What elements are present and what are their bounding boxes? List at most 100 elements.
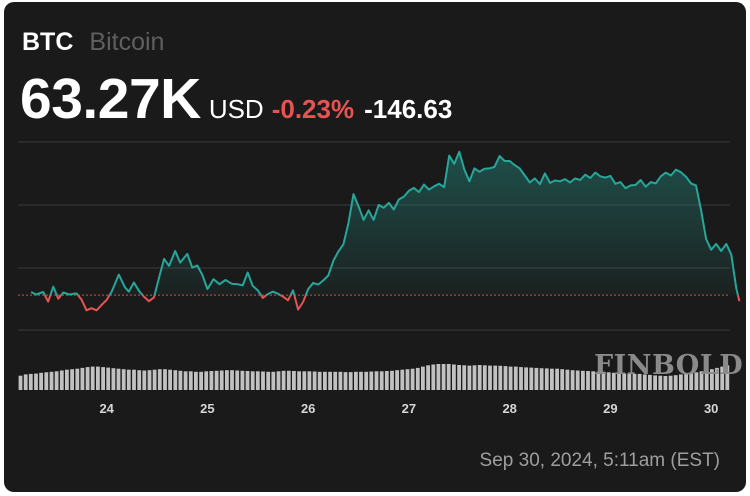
volume-bar xyxy=(214,370,219,390)
volume-bar xyxy=(575,370,580,390)
volume-bar xyxy=(101,367,105,390)
volume-bar xyxy=(338,371,343,390)
change-absolute: -146.63 xyxy=(364,94,453,124)
volume-bar xyxy=(539,368,544,390)
volume-bar xyxy=(684,373,688,390)
volume-bar xyxy=(343,372,348,390)
volume-bar xyxy=(111,368,116,390)
volume-bar xyxy=(49,371,54,390)
volume-bar xyxy=(137,370,142,390)
volume-bar xyxy=(395,370,399,390)
volume-bar xyxy=(173,370,178,390)
volume-bar xyxy=(85,367,90,390)
volume-bar xyxy=(65,369,69,390)
price-area-fill xyxy=(31,151,740,296)
volume-bar xyxy=(617,373,621,390)
volume-bar xyxy=(354,371,358,390)
volume-bar xyxy=(653,375,657,390)
volume-bar xyxy=(405,369,410,390)
volume-bar xyxy=(720,366,725,390)
price-line-down xyxy=(141,294,156,303)
volume-bar xyxy=(493,365,498,390)
volume-bar xyxy=(534,367,539,390)
volume-bar xyxy=(369,371,374,390)
volume-bar xyxy=(436,364,441,390)
volume-bar xyxy=(18,375,23,390)
volume-bar xyxy=(281,370,286,390)
volume-bar xyxy=(601,371,606,390)
volume-bar xyxy=(622,373,627,390)
volume-bar xyxy=(235,370,240,390)
volume-bar xyxy=(240,370,245,390)
volume-bar xyxy=(441,364,446,390)
volume-bar xyxy=(255,371,260,390)
price-line-up xyxy=(60,291,79,296)
volume-bar xyxy=(59,370,64,390)
volume-bar xyxy=(183,371,188,390)
ticker-symbol: BTC xyxy=(22,28,74,56)
volume-bar xyxy=(699,371,704,390)
price-line-up xyxy=(265,290,281,296)
price-line-down xyxy=(260,294,268,299)
volume-bar xyxy=(163,369,167,390)
volume-bar xyxy=(188,371,193,390)
volume-bar xyxy=(390,370,394,390)
volume-bar xyxy=(286,370,291,390)
volume-bar xyxy=(266,371,271,390)
x-tick-label: 30 xyxy=(704,401,718,416)
volume-bar xyxy=(581,370,585,390)
price-line-down xyxy=(293,294,307,311)
price-row: 63.27K USD -0.23% -146.63 xyxy=(20,66,452,132)
volume-bar xyxy=(570,370,575,390)
volume-bar xyxy=(586,371,590,390)
volume-bar xyxy=(462,365,467,390)
volume-bar xyxy=(565,369,570,390)
current-price: 63.27K xyxy=(20,67,201,131)
volume-bar xyxy=(28,373,33,390)
volume-bar xyxy=(694,372,699,390)
volume-bar xyxy=(508,366,513,390)
volume-bar xyxy=(673,375,678,390)
volume-bar xyxy=(477,365,482,390)
volume-bar xyxy=(333,371,338,390)
volume-bar xyxy=(446,364,451,390)
volume-bar xyxy=(596,371,601,390)
volume-bar xyxy=(498,365,503,390)
volume-bar xyxy=(209,371,214,390)
price-line-up xyxy=(304,150,739,296)
volume-bar xyxy=(503,366,508,390)
volume-bar xyxy=(632,373,637,390)
volume-bar xyxy=(80,367,85,390)
volume-bar xyxy=(199,371,203,390)
volume-bar xyxy=(54,371,59,390)
volume-bar xyxy=(348,372,353,390)
volume-bar xyxy=(219,370,224,390)
volume-bar xyxy=(204,371,209,390)
price-line-down xyxy=(43,294,52,303)
volume-bar xyxy=(642,374,647,390)
volume-bar xyxy=(317,371,322,390)
volume-bar xyxy=(679,374,683,390)
volume-bar xyxy=(524,367,528,390)
price-line-up xyxy=(49,285,58,296)
volume-bar xyxy=(194,371,198,390)
volume-bar xyxy=(482,365,487,390)
price-line-up xyxy=(289,289,296,296)
volume-bar xyxy=(384,371,389,390)
volume-bar xyxy=(467,365,472,390)
x-tick-label: 27 xyxy=(402,401,416,416)
volume-bar xyxy=(225,370,229,390)
volume-bar xyxy=(106,367,111,390)
volume-bar xyxy=(297,371,301,390)
volume-bar xyxy=(323,371,327,390)
volume-bar xyxy=(168,369,172,390)
price-chart[interactable]: 24 25 26 27 28 29 30 FINBOLD xyxy=(4,2,746,492)
volume-bar xyxy=(550,368,554,390)
volume-bar xyxy=(426,365,430,390)
volume-bar xyxy=(611,372,616,390)
volume-bar xyxy=(704,370,709,390)
price-line-down xyxy=(55,294,62,300)
volume-bar xyxy=(307,371,312,390)
price-line-up xyxy=(153,250,262,296)
volume-bar xyxy=(23,374,28,390)
